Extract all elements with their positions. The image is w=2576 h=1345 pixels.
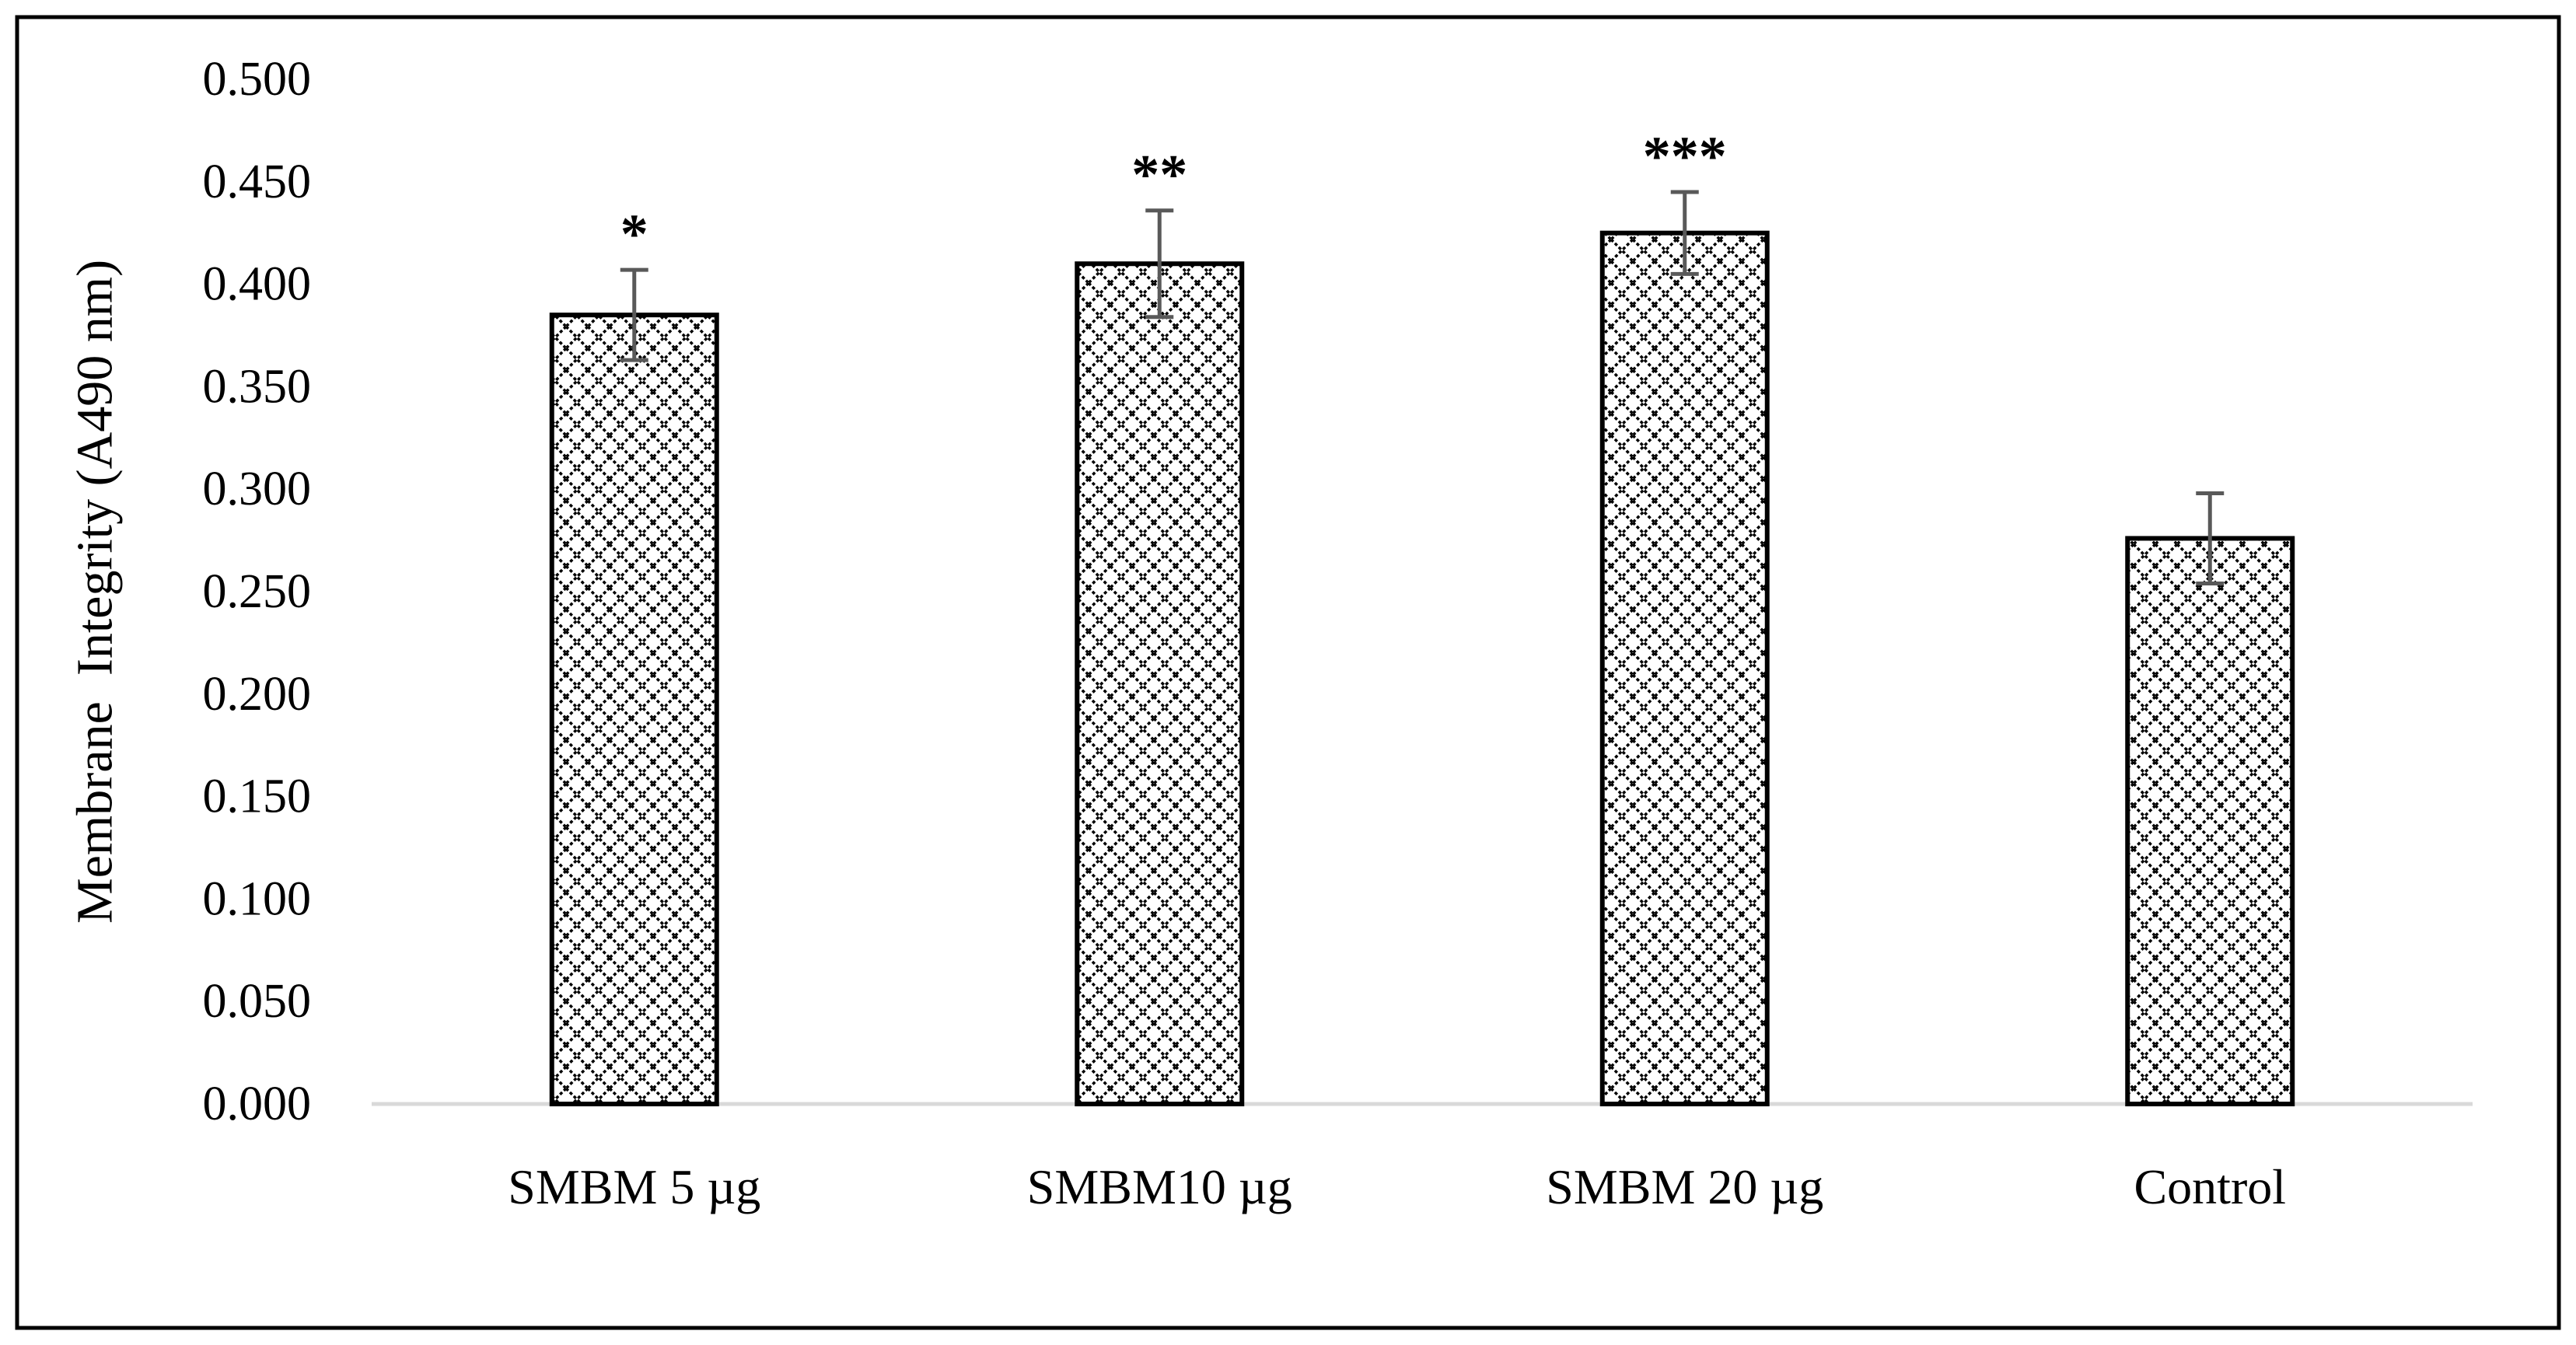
chart-frame	[15, 15, 2561, 1330]
bar	[1599, 230, 1770, 1107]
significance-labels-group: *** ***	[620, 125, 1727, 265]
y-tick-label: 0.200	[203, 668, 312, 721]
error-bar	[1145, 208, 1174, 320]
y-axis-title: Membrane Integrity (A490 nm)	[67, 260, 124, 924]
bar	[1075, 261, 1245, 1106]
y-tick-label: 0.100	[203, 872, 312, 925]
x-tick-label: SMBM 5 µg	[508, 1159, 760, 1214]
y-tick-label: 0.000	[203, 1078, 312, 1130]
y-tick-label: 0.450	[203, 155, 312, 208]
x-tick-label: SMBM10 µg	[1027, 1159, 1292, 1214]
significance-label: *	[620, 203, 648, 265]
significance-label: ***	[1643, 125, 1727, 187]
y-tick-label: 0.300	[203, 463, 312, 515]
y-tick-label: 0.050	[203, 975, 312, 1028]
error-bar	[1670, 190, 1699, 276]
y-axis-ticks: 0.000 0.050 0.100 0.150 0.200 0.250 0.300 0.350…	[203, 53, 312, 1130]
x-tick-label: SMBM 20 µg	[1546, 1159, 1823, 1214]
x-tick-label: Control	[2134, 1159, 2286, 1214]
y-tick-label: 0.150	[203, 770, 312, 823]
y-tick-label: 0.350	[203, 360, 312, 413]
bars-group	[549, 230, 2295, 1107]
y-tick-label: 0.250	[203, 565, 312, 618]
category-labels-group: SMBM 5 µg SMBM10 µg SMBM 20 µg Control	[508, 1159, 2286, 1214]
bar	[549, 313, 719, 1106]
bar	[2125, 536, 2295, 1106]
significance-label: **	[1131, 144, 1187, 206]
y-tick-label: 0.400	[203, 258, 312, 311]
error-bars-group	[620, 190, 2225, 585]
error-bar	[2196, 491, 2225, 585]
error-bar	[620, 267, 648, 362]
y-tick-label: 0.500	[203, 53, 312, 106]
